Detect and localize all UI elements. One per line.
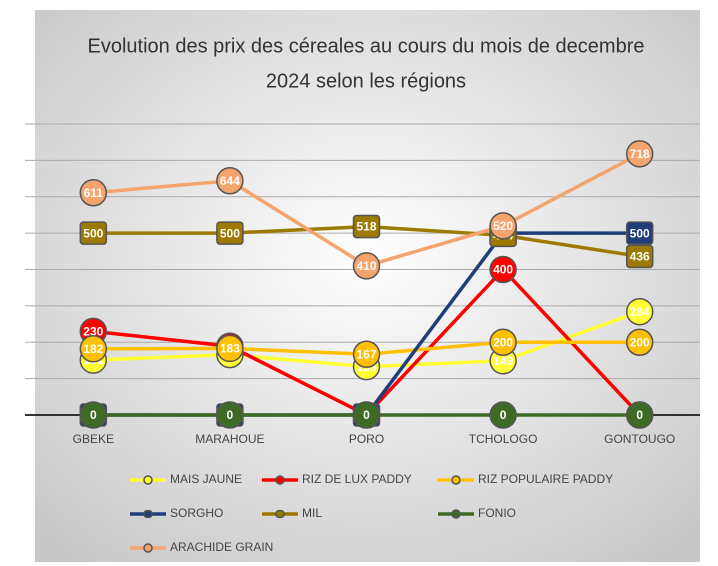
- chart-title: 2024 selon les régions: [266, 70, 466, 92]
- marker: [143, 475, 153, 485]
- legend-label: RIZ POPULAIRE PADDY: [478, 472, 613, 486]
- legend-label: RIZ DE LUX PADDY: [302, 472, 412, 486]
- marker: [275, 509, 285, 519]
- marker: [451, 509, 461, 519]
- chart-background: [35, 10, 700, 562]
- marker: [489, 255, 517, 284]
- data-label: 230: [83, 325, 103, 339]
- marker: [275, 475, 285, 485]
- data-label: 500: [220, 226, 240, 240]
- legend-label: MIL: [302, 506, 322, 520]
- marker: [489, 212, 517, 240]
- legend-label: ARACHIDE GRAIN: [170, 540, 273, 554]
- data-label: 500: [83, 226, 103, 240]
- marker: [625, 328, 654, 356]
- data-label: 410: [356, 259, 376, 273]
- x-tick-label: GONTOUGO: [604, 432, 675, 446]
- marker: [489, 328, 517, 356]
- data-label: 500: [630, 226, 650, 240]
- x-tick-label: PORO: [349, 432, 384, 446]
- data-label: 0: [90, 408, 97, 422]
- marker: [625, 221, 654, 245]
- marker: [489, 401, 517, 429]
- marker: [79, 178, 108, 207]
- data-label: 611: [84, 186, 104, 200]
- data-label: 183: [220, 342, 240, 356]
- marker: [79, 221, 108, 245]
- marker: [79, 401, 108, 429]
- data-label: 200: [493, 335, 513, 349]
- data-label: 400: [493, 263, 513, 277]
- marker: [352, 214, 381, 239]
- marker: [352, 252, 381, 280]
- marker: [625, 140, 654, 168]
- data-label: 0: [636, 408, 643, 422]
- marker: [625, 401, 654, 429]
- data-label: 520: [493, 219, 513, 233]
- data-label: 436: [630, 250, 650, 264]
- chart-title: Evolution des prix des céreales au cours…: [88, 35, 645, 57]
- legend-label: MAIS JAUNE: [170, 472, 242, 486]
- marker: [451, 475, 461, 485]
- data-label: 149: [493, 354, 513, 368]
- marker: [216, 334, 244, 363]
- data-label: 0: [500, 408, 507, 422]
- data-label: 167: [356, 347, 376, 361]
- marker: [352, 340, 381, 369]
- marker: [143, 543, 153, 553]
- data-label: 182: [83, 342, 103, 356]
- data-label: 718: [630, 147, 650, 161]
- data-label: 0: [227, 408, 234, 422]
- x-tick-label: GBEKE: [73, 432, 114, 446]
- marker: [216, 166, 244, 195]
- marker: [352, 401, 381, 429]
- data-label: 0: [363, 408, 370, 422]
- marker: [143, 509, 153, 519]
- data-label: 200: [630, 335, 650, 349]
- marker: [216, 401, 244, 429]
- data-label: 518: [356, 220, 376, 234]
- x-tick-label: MARAHOUE: [195, 432, 264, 446]
- legend-label: FONIO: [478, 506, 516, 520]
- marker: [625, 244, 654, 269]
- marker: [216, 221, 244, 245]
- data-label: 644: [220, 174, 240, 188]
- x-tick-label: TCHOLOGO: [469, 432, 538, 446]
- marker: [625, 297, 654, 326]
- marker: [79, 335, 108, 363]
- legend-label: SORGHO: [170, 506, 223, 520]
- data-label: 284: [630, 305, 650, 319]
